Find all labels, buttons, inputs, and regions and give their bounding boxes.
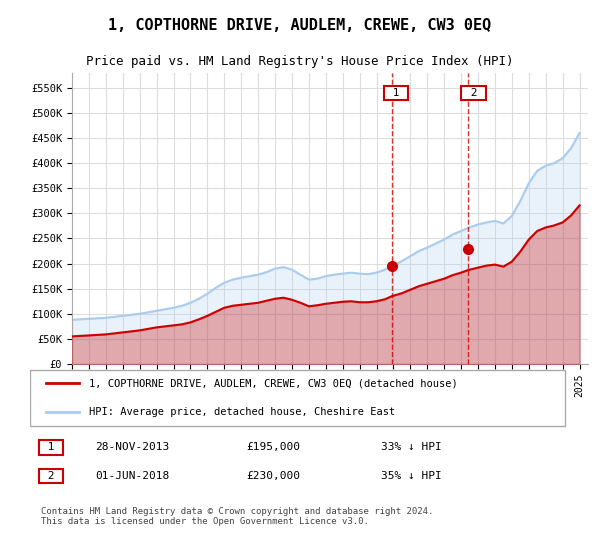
Text: 1, COPTHORNE DRIVE, AUDLEM, CREWE, CW3 0EQ (detached house): 1, COPTHORNE DRIVE, AUDLEM, CREWE, CW3 0… [89, 379, 458, 389]
Text: £195,000: £195,000 [246, 442, 300, 452]
Text: 1: 1 [41, 442, 61, 452]
Text: 2: 2 [41, 471, 61, 481]
Text: 1, COPTHORNE DRIVE, AUDLEM, CREWE, CW3 0EQ: 1, COPTHORNE DRIVE, AUDLEM, CREWE, CW3 0… [109, 18, 491, 33]
Text: 2: 2 [464, 88, 484, 98]
Text: Contains HM Land Registry data © Crown copyright and database right 2024.
This d: Contains HM Land Registry data © Crown c… [41, 506, 433, 526]
Text: HPI: Average price, detached house, Cheshire East: HPI: Average price, detached house, Ches… [89, 407, 395, 417]
Text: Price paid vs. HM Land Registry's House Price Index (HPI): Price paid vs. HM Land Registry's House … [86, 55, 514, 68]
Text: 35% ↓ HPI: 35% ↓ HPI [381, 471, 442, 481]
Text: 01-JUN-2018: 01-JUN-2018 [95, 471, 169, 481]
Text: £230,000: £230,000 [246, 471, 300, 481]
Text: 33% ↓ HPI: 33% ↓ HPI [381, 442, 442, 452]
Text: 28-NOV-2013: 28-NOV-2013 [95, 442, 169, 452]
Text: 1: 1 [386, 88, 406, 98]
FancyBboxPatch shape [30, 371, 565, 426]
